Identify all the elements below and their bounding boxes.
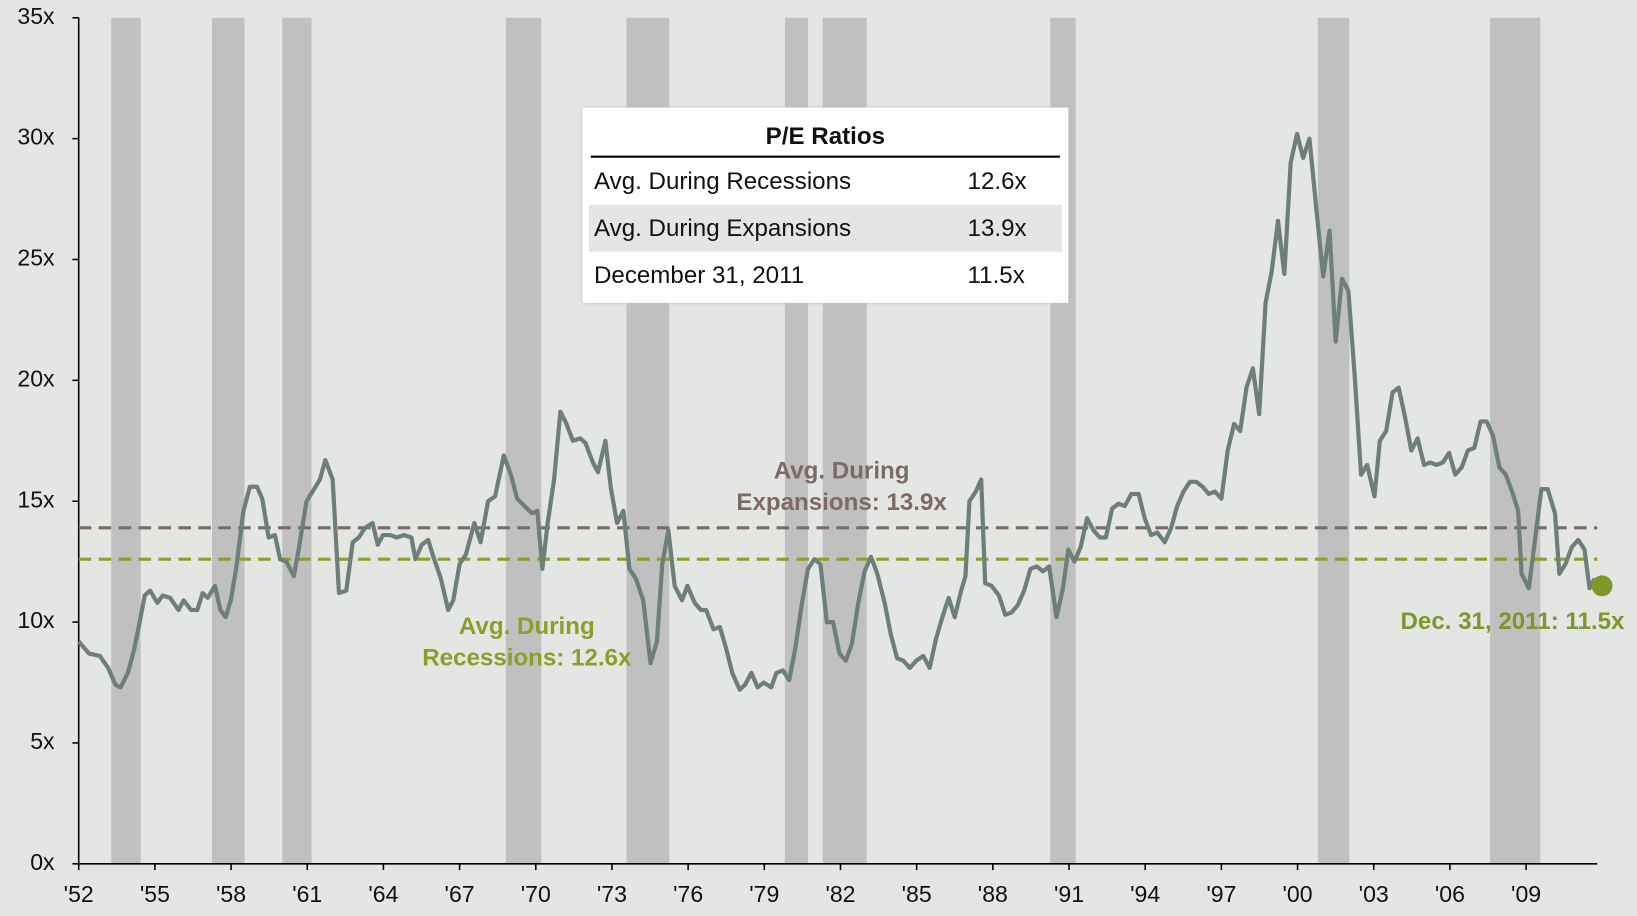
- row-label: Avg. During Recessions: [593, 167, 852, 195]
- table-title: P/E Ratios: [590, 114, 1060, 158]
- x-tick-label: '61: [292, 881, 322, 907]
- y-tick-label: 35x: [17, 3, 55, 29]
- recession-band: [1317, 17, 1350, 864]
- y-tick-label: 15x: [17, 486, 55, 512]
- pe-table: P/E Ratios Avg. During Recessions 12.6x A…: [582, 107, 1069, 303]
- x-tick-label: '55: [140, 881, 170, 907]
- x-tick-label: '64: [368, 881, 398, 907]
- x-tick-label: '85: [902, 881, 932, 907]
- y-tick-label: 20x: [17, 365, 55, 391]
- x-tick-label: '73: [597, 881, 627, 907]
- reference-label: Recessions: 12.6x: [422, 644, 632, 671]
- x-tick-label: '82: [825, 881, 855, 907]
- y-tick-label: 25x: [17, 245, 55, 271]
- x-tick-label: '67: [445, 881, 475, 907]
- x-tick-label: '00: [1283, 881, 1313, 907]
- recession-band: [111, 17, 141, 864]
- x-tick-label: '76: [673, 881, 703, 907]
- reference-label: Expansions: 13.9x: [736, 489, 947, 516]
- x-tick-label: '52: [64, 881, 94, 907]
- reference-label: Avg. During: [459, 613, 595, 640]
- x-tick-label: '91: [1054, 881, 1084, 907]
- x-tick-label: '03: [1359, 881, 1389, 907]
- recession-band: [1490, 17, 1541, 864]
- row-label: Avg. During Expansions: [593, 214, 852, 242]
- pe-line: [77, 131, 1597, 692]
- x-tick-label: '79: [749, 881, 779, 907]
- recession-band: [505, 17, 542, 864]
- row-value: 13.9x: [967, 214, 1027, 242]
- table-row: December 31, 2011 11.5x: [589, 252, 1062, 299]
- reference-label: Avg. During: [774, 458, 910, 485]
- y-tick-label: 10x: [17, 607, 55, 633]
- latest-point: [1591, 575, 1613, 597]
- y-tick-label: 5x: [30, 728, 55, 754]
- x-tick-label: '94: [1130, 881, 1160, 907]
- x-tick-label: '58: [216, 881, 246, 907]
- row-value: 12.6x: [967, 167, 1027, 195]
- table-row: Avg. During Recessions 12.6x: [589, 158, 1062, 205]
- table-row: Avg. During Expansions 13.9x: [588, 204, 1062, 252]
- x-tick-label: '06: [1435, 881, 1465, 907]
- row-value: 11.5x: [967, 261, 1025, 289]
- latest-label: Dec. 31, 2011: 11.5x: [1401, 608, 1626, 635]
- recession-band: [212, 17, 245, 864]
- x-tick-label: '09: [1511, 881, 1541, 907]
- x-tick-label: '70: [521, 881, 551, 907]
- y-tick-label: 0x: [30, 849, 55, 875]
- x-tick-label: '97: [1206, 881, 1236, 907]
- x-tick-label: '88: [978, 881, 1008, 907]
- recession-band: [282, 17, 312, 864]
- row-label: December 31, 2011: [593, 261, 805, 289]
- y-tick-label: 30x: [17, 124, 55, 150]
